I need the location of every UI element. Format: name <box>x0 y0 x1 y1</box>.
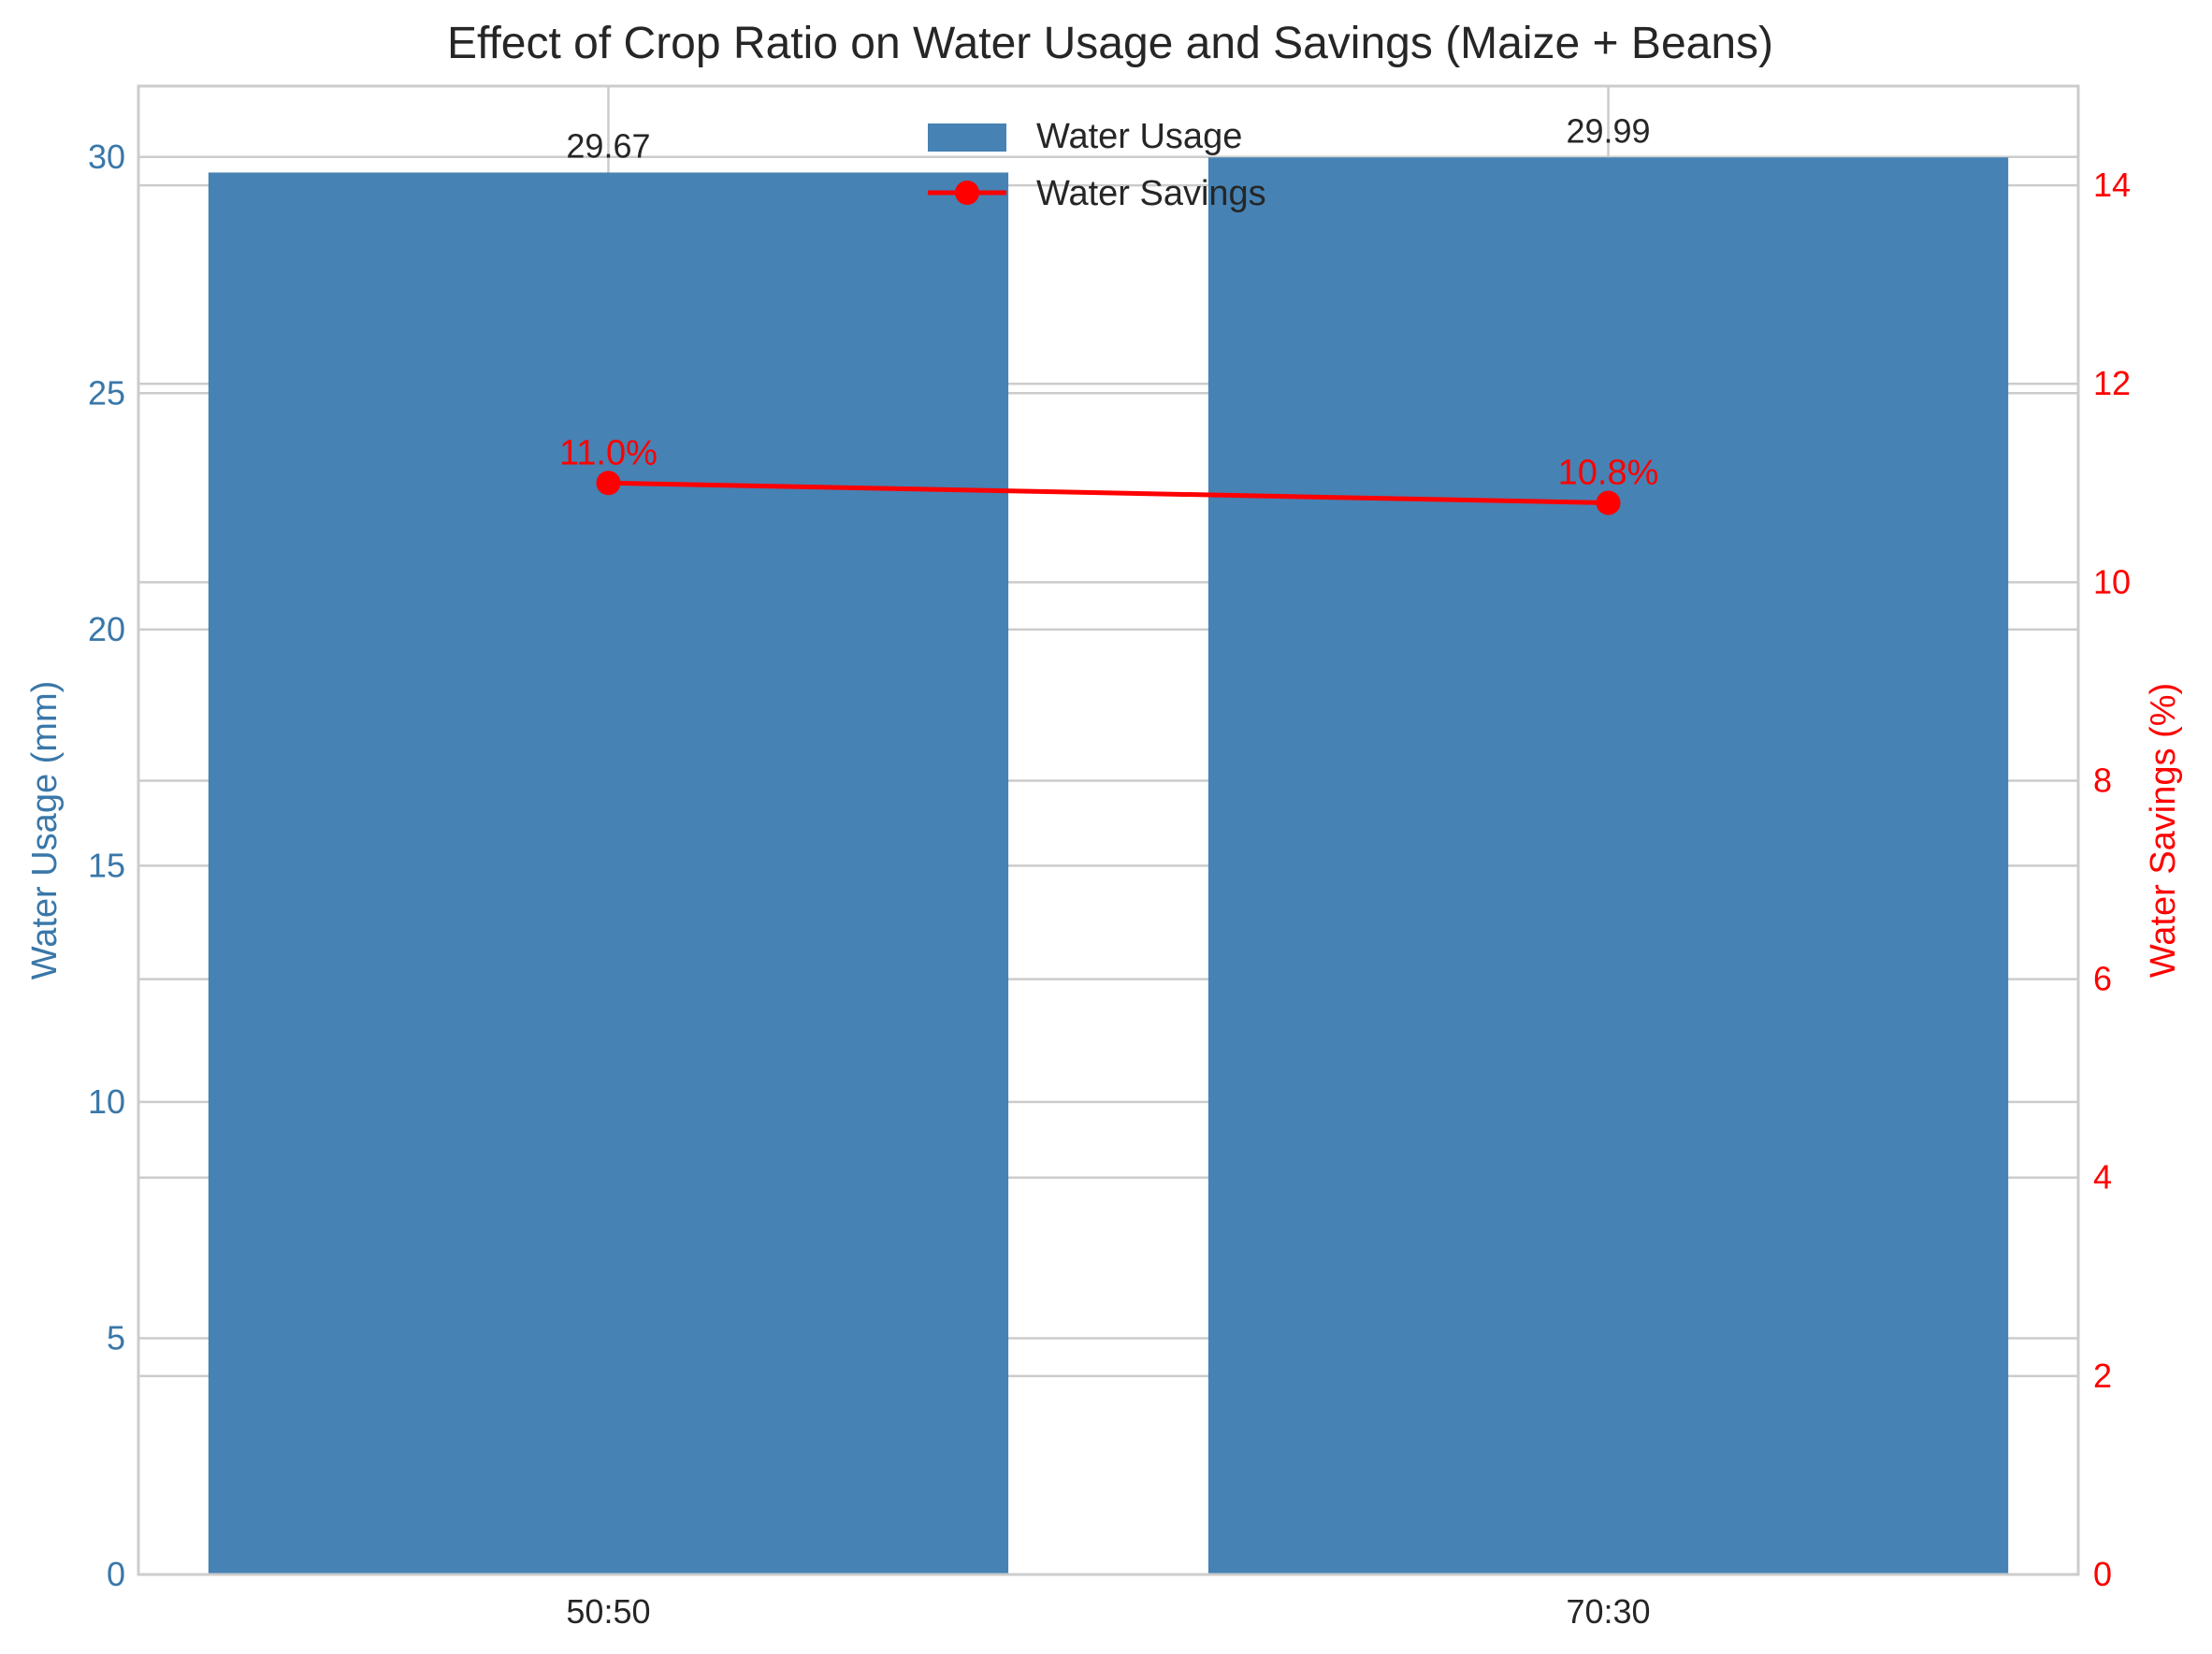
plot-frame <box>137 84 2080 1576</box>
left-tick-label: 5 <box>107 1318 125 1357</box>
bar-data-label: 29.99 <box>1566 111 1650 150</box>
right-axis-ticks: 0 2 4 6 8 10 12 14 <box>2093 166 2131 1593</box>
right-tick-label: 0 <box>2093 1555 2112 1593</box>
right-tick-label: 14 <box>2093 166 2131 204</box>
point-water-savings <box>1596 490 1621 515</box>
left-tick-label: 10 <box>88 1082 125 1121</box>
legend-label-water-usage: Water Usage <box>1036 117 1242 156</box>
left-tick-label: 25 <box>88 373 125 412</box>
bars <box>208 157 2009 1575</box>
line-water-savings <box>608 480 1609 505</box>
point-water-savings <box>596 471 621 496</box>
x-tick-label: 70:30 <box>1566 1592 1650 1631</box>
left-tick-label: 0 <box>107 1555 125 1593</box>
bar-data-label: 29.67 <box>566 126 650 165</box>
y-axis-label-right: Water Savings (%) <box>2144 683 2183 978</box>
right-tick-label: 12 <box>2093 364 2131 402</box>
right-tick-label: 8 <box>2093 761 2112 799</box>
right-tick-label: 10 <box>2093 562 2131 601</box>
right-tick-label: 2 <box>2093 1357 2112 1395</box>
x-axis-ticks: 50:50 70:30 <box>566 1592 1650 1631</box>
bar-labels: 29.67 29.99 <box>566 111 1650 165</box>
legend: Water Usage Water Savings <box>928 117 1266 213</box>
right-tick-label: 6 <box>2093 960 2112 998</box>
point-data-label: 11.0% <box>559 433 658 472</box>
left-tick-label: 15 <box>88 846 125 884</box>
savings-line-layer: 11.0% 10.8% <box>559 433 1658 515</box>
y-axis-label-left: Water Usage (mm) <box>25 681 65 980</box>
chart-title: Effect of Crop Ratio on Water Usage and … <box>447 19 1773 68</box>
bar-water-usage <box>208 172 1009 1574</box>
legend-label-water-savings: Water Savings <box>1036 174 1266 213</box>
left-tick-label: 30 <box>88 138 125 176</box>
legend-swatch-water-usage <box>928 123 1006 152</box>
bar-water-usage <box>1207 157 2009 1575</box>
point-data-label: 10.8% <box>1558 453 1659 492</box>
left-axis-ticks: 0 5 10 15 20 25 30 <box>88 138 125 1593</box>
x-tick-label: 50:50 <box>566 1592 650 1631</box>
left-tick-label: 20 <box>88 610 125 648</box>
legend-marker-water-savings <box>955 181 979 205</box>
right-tick-label: 4 <box>2093 1158 2112 1197</box>
